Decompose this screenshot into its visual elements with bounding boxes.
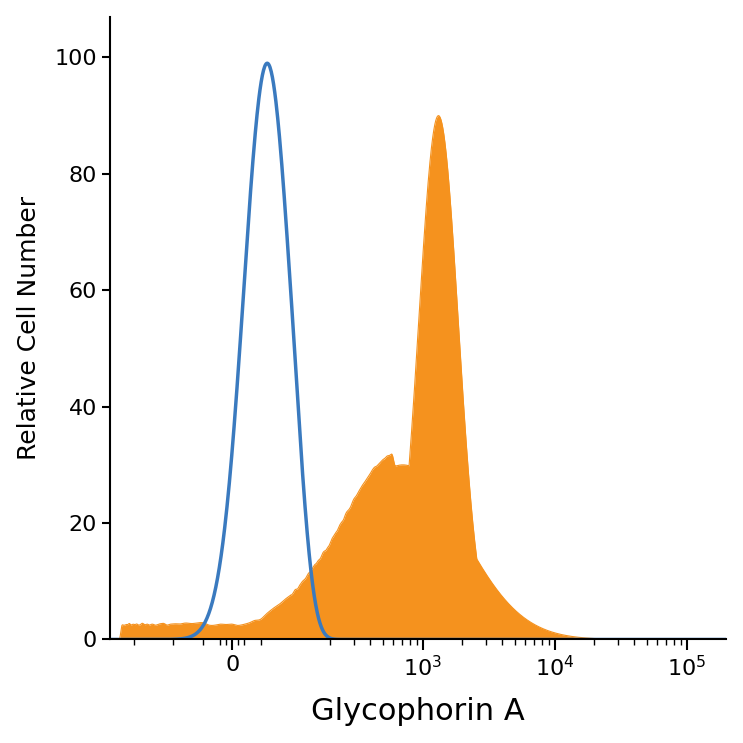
X-axis label: Glycophorin A: Glycophorin A	[311, 698, 525, 727]
Y-axis label: Relative Cell Number: Relative Cell Number	[16, 196, 41, 460]
